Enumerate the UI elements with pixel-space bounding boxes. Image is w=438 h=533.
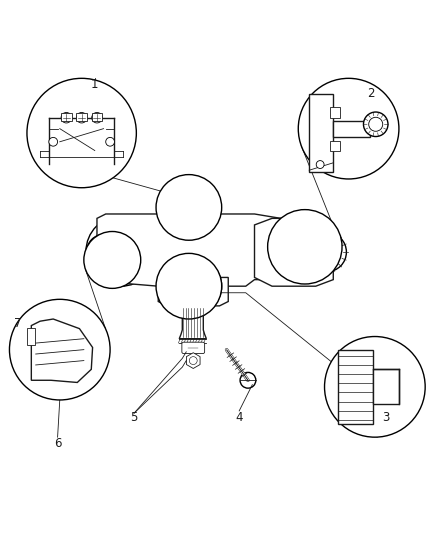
Circle shape <box>315 160 323 168</box>
FancyBboxPatch shape <box>337 350 372 424</box>
Circle shape <box>87 235 120 268</box>
FancyBboxPatch shape <box>308 94 332 172</box>
Circle shape <box>240 373 255 388</box>
Circle shape <box>155 253 221 319</box>
Polygon shape <box>158 278 228 306</box>
Circle shape <box>49 138 57 146</box>
Circle shape <box>76 112 87 123</box>
Polygon shape <box>179 306 206 338</box>
FancyBboxPatch shape <box>27 328 35 345</box>
FancyBboxPatch shape <box>332 121 370 138</box>
Circle shape <box>363 112 387 136</box>
Circle shape <box>86 216 155 286</box>
FancyBboxPatch shape <box>61 114 71 121</box>
Circle shape <box>164 258 221 314</box>
Circle shape <box>155 175 221 240</box>
Circle shape <box>368 117 382 131</box>
Circle shape <box>267 209 341 284</box>
Circle shape <box>191 193 199 201</box>
Circle shape <box>179 209 189 219</box>
FancyBboxPatch shape <box>329 141 339 150</box>
Circle shape <box>189 357 197 365</box>
FancyBboxPatch shape <box>329 107 339 118</box>
Polygon shape <box>254 219 332 286</box>
Text: 2: 2 <box>366 87 373 100</box>
Polygon shape <box>186 353 200 368</box>
Circle shape <box>27 78 136 188</box>
FancyBboxPatch shape <box>76 114 87 121</box>
Polygon shape <box>31 319 92 383</box>
Circle shape <box>314 240 338 264</box>
Text: 4: 4 <box>235 411 242 424</box>
Circle shape <box>297 78 398 179</box>
FancyBboxPatch shape <box>372 369 398 405</box>
Circle shape <box>61 112 71 123</box>
Circle shape <box>196 209 207 219</box>
FancyBboxPatch shape <box>92 114 102 121</box>
Circle shape <box>106 138 114 146</box>
FancyBboxPatch shape <box>181 342 204 353</box>
Circle shape <box>92 112 102 123</box>
Circle shape <box>95 243 111 259</box>
Text: 6: 6 <box>54 437 61 450</box>
Text: 5: 5 <box>130 411 138 424</box>
Text: 1: 1 <box>91 78 98 91</box>
Text: 7: 7 <box>14 317 22 330</box>
Text: 3: 3 <box>381 411 389 424</box>
Circle shape <box>306 232 346 272</box>
Polygon shape <box>97 214 280 286</box>
Circle shape <box>172 265 214 307</box>
Circle shape <box>324 336 424 437</box>
Circle shape <box>84 231 141 288</box>
Circle shape <box>10 300 110 400</box>
